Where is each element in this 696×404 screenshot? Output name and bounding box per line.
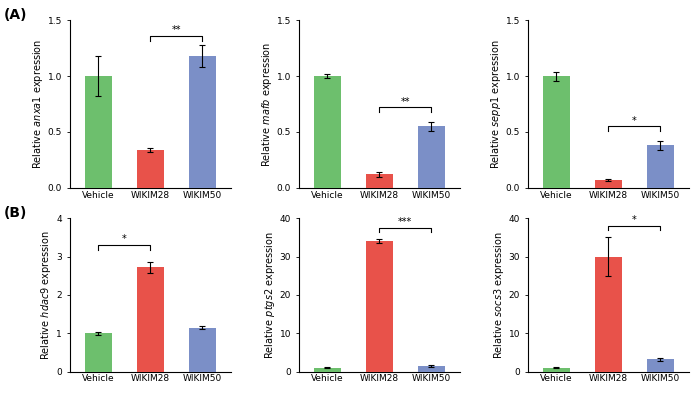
Y-axis label: Relative $\it{sepp1}$ expression: Relative $\it{sepp1}$ expression [489, 39, 503, 169]
Bar [314, 368, 341, 372]
Y-axis label: Relative $\it{anxa1}$ expression: Relative $\it{anxa1}$ expression [31, 39, 45, 169]
Bar [136, 267, 164, 372]
Text: ***: *** [398, 217, 413, 227]
Text: (A): (A) [3, 8, 27, 22]
Bar [418, 366, 445, 372]
Bar [85, 76, 112, 188]
Y-axis label: Relative $\it{hdac9}$ expression: Relative $\it{hdac9}$ expression [40, 230, 54, 360]
Bar [314, 76, 341, 188]
Bar [366, 241, 393, 372]
Text: *: * [632, 116, 637, 126]
Bar [189, 56, 216, 188]
Bar [543, 368, 570, 372]
Y-axis label: Relative $\it{mafb}$ expression: Relative $\it{mafb}$ expression [260, 42, 274, 166]
Text: *: * [632, 215, 637, 225]
Bar [418, 126, 445, 188]
Text: *: * [122, 234, 127, 244]
Bar [85, 333, 112, 372]
Bar [189, 328, 216, 372]
Y-axis label: Relative $\it{socs3}$ expression: Relative $\it{socs3}$ expression [492, 231, 506, 359]
Bar [543, 76, 570, 188]
Y-axis label: Relative $\it{ptgs2}$ expression: Relative $\it{ptgs2}$ expression [263, 231, 277, 359]
Bar [595, 180, 622, 188]
Text: **: ** [171, 25, 181, 35]
Text: (B): (B) [3, 206, 27, 220]
Bar [647, 145, 674, 188]
Bar [647, 360, 674, 372]
Bar [136, 150, 164, 188]
Bar [366, 175, 393, 188]
Text: **: ** [401, 97, 410, 107]
Bar [595, 257, 622, 372]
